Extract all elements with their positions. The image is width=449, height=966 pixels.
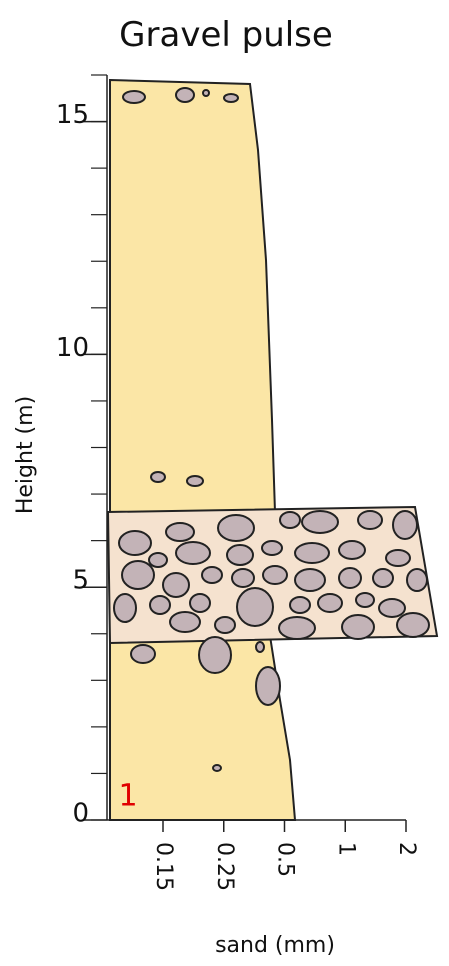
y-tick-label: 10 [56, 333, 89, 363]
x-axis-label: sand (mm) [215, 933, 335, 958]
sand-column [110, 80, 275, 512]
y-axis-label: Height (m) [13, 396, 38, 514]
x-tick-label: 0.25 [212, 842, 237, 891]
y-tick-label: 5 [72, 566, 89, 596]
title: Gravel pulse [119, 15, 333, 55]
y-tick-label: 0 [72, 799, 89, 829]
section-label: 1 [118, 779, 137, 814]
x-tick-label: 0.5 [273, 842, 298, 877]
y-tick-label: 15 [56, 100, 89, 130]
x-tick-label: 0.15 [151, 842, 176, 891]
diagram: Gravel pulse Height (m) sand (mm) 1 0510… [0, 0, 449, 966]
x-tick-label: 2 [394, 842, 419, 856]
x-tick-label: 1 [333, 842, 358, 856]
